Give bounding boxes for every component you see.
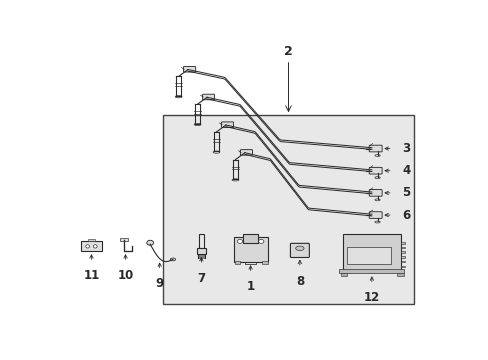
FancyBboxPatch shape <box>221 122 233 127</box>
FancyBboxPatch shape <box>368 190 381 196</box>
Text: 11: 11 <box>83 269 100 282</box>
Ellipse shape <box>374 221 380 223</box>
Bar <box>342 234 401 270</box>
Bar <box>81 242 102 251</box>
FancyBboxPatch shape <box>368 145 381 152</box>
Bar <box>87 239 95 242</box>
Bar <box>401 242 404 244</box>
Ellipse shape <box>146 240 153 245</box>
FancyBboxPatch shape <box>202 94 214 100</box>
Ellipse shape <box>175 96 182 98</box>
FancyBboxPatch shape <box>290 243 309 257</box>
FancyBboxPatch shape <box>240 150 252 155</box>
Circle shape <box>258 239 264 243</box>
Ellipse shape <box>374 199 380 201</box>
Ellipse shape <box>170 258 175 261</box>
Ellipse shape <box>232 179 238 181</box>
Text: 4: 4 <box>401 164 409 177</box>
Bar <box>397 273 404 276</box>
FancyBboxPatch shape <box>183 67 195 72</box>
Bar <box>234 261 240 264</box>
Text: 3: 3 <box>401 142 409 155</box>
Bar <box>401 261 404 262</box>
FancyBboxPatch shape <box>368 167 381 174</box>
Bar <box>196 248 205 254</box>
Text: 5: 5 <box>401 186 409 199</box>
Bar <box>401 256 404 258</box>
Ellipse shape <box>85 245 89 248</box>
Bar <box>243 234 258 243</box>
Ellipse shape <box>374 177 380 179</box>
Bar <box>120 238 128 242</box>
Circle shape <box>237 239 242 243</box>
Bar <box>346 247 390 264</box>
Text: 1: 1 <box>246 280 254 293</box>
FancyBboxPatch shape <box>368 212 381 219</box>
Text: 6: 6 <box>401 208 409 221</box>
Bar <box>233 237 267 262</box>
Text: 10: 10 <box>117 269 133 282</box>
Bar <box>340 273 347 276</box>
Bar <box>401 247 404 248</box>
Bar <box>401 251 404 253</box>
Bar <box>401 266 404 267</box>
Text: 8: 8 <box>295 275 304 288</box>
Text: 2: 2 <box>284 45 292 58</box>
Text: 12: 12 <box>363 291 379 304</box>
Bar <box>163 115 413 304</box>
Text: 9: 9 <box>155 278 163 291</box>
Text: 7: 7 <box>197 272 205 285</box>
Ellipse shape <box>213 151 220 153</box>
Ellipse shape <box>295 246 304 251</box>
Bar <box>339 269 404 273</box>
Ellipse shape <box>374 154 380 157</box>
Ellipse shape <box>194 123 201 126</box>
Bar <box>199 234 203 248</box>
Bar <box>262 261 267 264</box>
Ellipse shape <box>93 245 97 248</box>
